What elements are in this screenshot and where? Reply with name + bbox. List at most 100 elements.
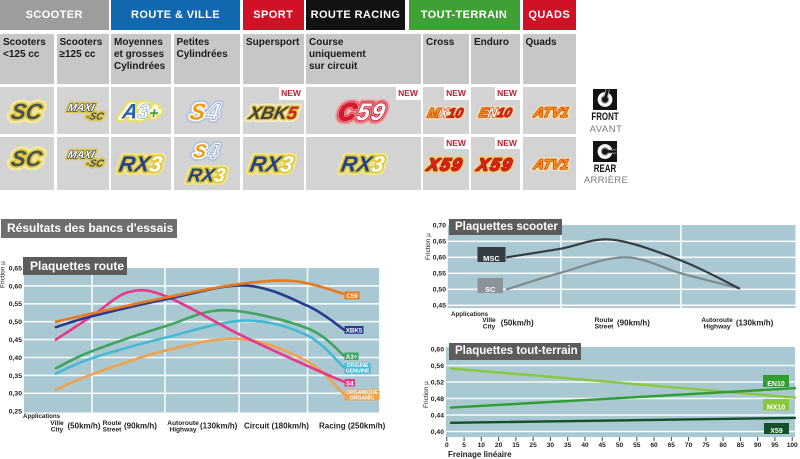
- svg-text:0,52: 0,52: [431, 379, 444, 386]
- svg-text:MAXI: MAXI: [66, 102, 96, 114]
- svg-text:0,60: 0,60: [9, 283, 22, 290]
- svg-text:XBK5: XBK5: [346, 328, 363, 335]
- svg-text:0,65: 0,65: [9, 265, 22, 272]
- svg-text:(130km/h): (130km/h): [200, 422, 238, 431]
- svg-text:(130km/h): (130km/h): [736, 319, 774, 328]
- svg-text:(90km/h): (90km/h): [124, 422, 157, 431]
- svg-text:C59: C59: [335, 99, 388, 125]
- svg-text:30: 30: [547, 442, 555, 449]
- svg-text:ATV1: ATV1: [531, 156, 570, 172]
- svg-text:X59: X59: [474, 154, 515, 174]
- svg-text:MX10: MX10: [426, 105, 465, 120]
- svg-text:40: 40: [581, 442, 589, 449]
- svg-text:85: 85: [737, 442, 745, 449]
- svg-text:0,45: 0,45: [433, 303, 446, 310]
- svg-text:RX3: RX3: [248, 152, 296, 177]
- svg-text:MX10: MX10: [426, 105, 465, 120]
- svg-text:50: 50: [616, 442, 624, 449]
- svg-text:Route: Route: [595, 317, 614, 324]
- svg-text:RX3: RX3: [339, 152, 387, 177]
- svg-text:A3+: A3+: [119, 101, 161, 124]
- svg-text:ORIGINE: ORIGINE: [347, 363, 369, 369]
- svg-text:ATV1: ATV1: [531, 105, 570, 121]
- svg-text:Street: Street: [595, 324, 614, 331]
- svg-text:RX3: RX3: [339, 152, 387, 177]
- svg-text:A3+: A3+: [118, 101, 162, 124]
- svg-text:0,30: 0,30: [9, 391, 22, 398]
- svg-text:0,60: 0,60: [433, 255, 446, 262]
- svg-text:0: 0: [445, 442, 449, 449]
- svg-text:C59: C59: [335, 99, 388, 125]
- svg-text:0,45: 0,45: [9, 337, 22, 344]
- svg-text:S4: S4: [188, 99, 224, 125]
- svg-text:Autoroute: Autoroute: [167, 420, 199, 427]
- svg-text:Friction µ: Friction µ: [0, 261, 7, 288]
- svg-text:Friction µ: Friction µ: [425, 233, 432, 260]
- svg-text:City: City: [483, 324, 496, 331]
- svg-text:-SC: -SC: [85, 111, 106, 122]
- svg-text:S4: S4: [191, 142, 221, 163]
- svg-text:EN10: EN10: [477, 105, 513, 120]
- svg-text:0,40: 0,40: [431, 429, 444, 436]
- svg-text:Ville: Ville: [50, 420, 64, 427]
- svg-text:ATV1: ATV1: [531, 156, 570, 172]
- svg-text:SC: SC: [9, 99, 45, 124]
- svg-text:MAXI: MAXI: [66, 102, 96, 114]
- svg-text:65: 65: [668, 442, 676, 449]
- svg-text:RX3: RX3: [117, 152, 165, 177]
- svg-text:(90km/h): (90km/h): [617, 319, 650, 328]
- svg-text:GENUINE: GENUINE: [346, 369, 370, 375]
- svg-text:Route: Route: [103, 420, 122, 427]
- svg-text:X59: X59: [770, 428, 783, 435]
- svg-text:SC: SC: [9, 146, 45, 171]
- svg-text:City: City: [51, 427, 64, 434]
- svg-text:0,40: 0,40: [9, 355, 22, 362]
- svg-text:ATV1: ATV1: [531, 105, 570, 121]
- svg-text:95: 95: [771, 442, 779, 449]
- svg-text:MSC: MSC: [483, 254, 500, 263]
- svg-text:RX3: RX3: [186, 165, 227, 186]
- svg-text:S4: S4: [191, 142, 221, 163]
- svg-text:ORGANIQUE: ORGANIQUE: [346, 390, 379, 396]
- svg-text:(50km/h): (50km/h): [501, 319, 534, 328]
- svg-text:-SC: -SC: [85, 159, 106, 170]
- svg-text:ATV1: ATV1: [531, 105, 570, 121]
- svg-text:ATV1: ATV1: [531, 156, 570, 172]
- svg-text:MAXI: MAXI: [66, 149, 96, 161]
- svg-text:C59: C59: [335, 99, 388, 125]
- svg-text:MX10: MX10: [767, 404, 785, 411]
- svg-text:X59: X59: [424, 154, 465, 174]
- svg-text:EN10: EN10: [767, 381, 785, 388]
- svg-text:X59: X59: [474, 154, 515, 174]
- svg-text:MAXI: MAXI: [66, 149, 96, 161]
- svg-text:100: 100: [787, 442, 798, 449]
- svg-text:Circuit (180km/h): Circuit (180km/h): [244, 422, 309, 431]
- svg-text:Highway: Highway: [169, 427, 196, 434]
- svg-text:10: 10: [478, 442, 486, 449]
- svg-text:Highway: Highway: [703, 324, 730, 331]
- svg-text:Applications: Applications: [23, 413, 61, 420]
- svg-text:45: 45: [599, 442, 607, 449]
- svg-text:EN10: EN10: [477, 105, 513, 120]
- svg-text:RX3: RX3: [248, 152, 296, 177]
- svg-text:RX3: RX3: [186, 165, 227, 186]
- svg-text:RX3: RX3: [117, 152, 165, 177]
- svg-text:55: 55: [633, 442, 641, 449]
- svg-text:15: 15: [512, 442, 520, 449]
- svg-text:20: 20: [495, 442, 503, 449]
- svg-text:-SC: -SC: [85, 159, 106, 170]
- svg-text:S4: S4: [191, 142, 221, 163]
- svg-text:75: 75: [702, 442, 710, 449]
- svg-text:0,48: 0,48: [431, 396, 444, 403]
- svg-text:0,56: 0,56: [431, 363, 444, 370]
- svg-text:C59: C59: [335, 99, 388, 125]
- svg-text:MAXI: MAXI: [66, 102, 96, 114]
- svg-text:90: 90: [754, 442, 762, 449]
- svg-text:0,44: 0,44: [431, 412, 444, 419]
- svg-text:C59: C59: [335, 99, 388, 125]
- svg-text:70: 70: [685, 442, 693, 449]
- svg-text:0,65: 0,65: [433, 239, 446, 246]
- svg-text:80: 80: [719, 442, 727, 449]
- svg-text:EN10: EN10: [477, 105, 513, 120]
- svg-text:XBK5: XBK5: [246, 103, 300, 123]
